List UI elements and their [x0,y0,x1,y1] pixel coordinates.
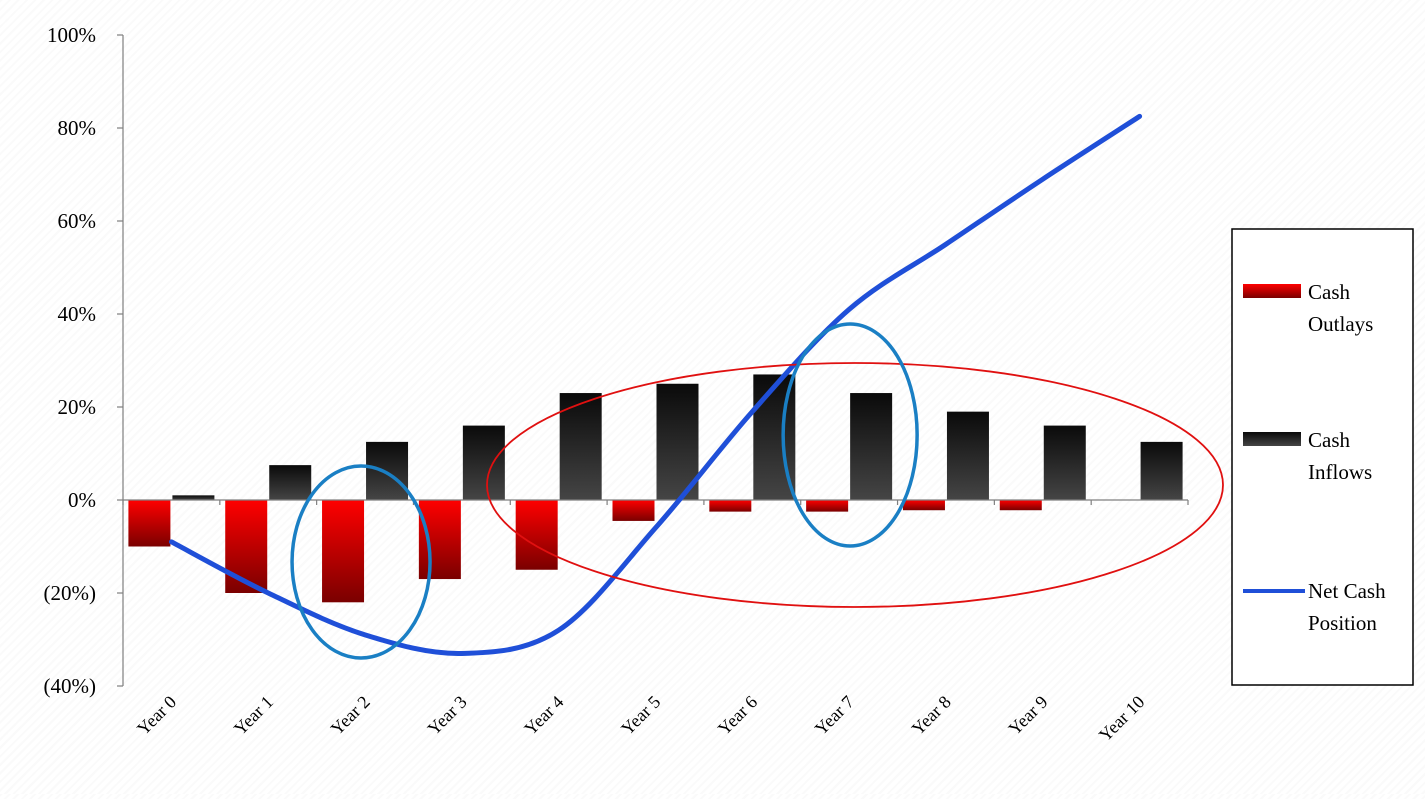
bar-cash-inflows-9 [1043,425,1086,500]
y-tick-label-0: 100% [47,23,96,47]
bar-cash-outlays-7 [806,500,849,512]
x-tick-label-9: Year 9 [1004,692,1051,739]
bar-cash-inflows-10 [1140,441,1183,500]
bar-cash-outlays-0 [128,500,171,547]
y-tick-label-3: 40% [58,302,97,326]
x-tick-label-3: Year 3 [424,692,471,739]
annotation-ellipse-0 [290,464,432,660]
x-tick-label-4: Year 4 [520,692,567,739]
y-tick-label-6: (20%) [44,581,96,605]
bar-cash-inflows-4 [559,393,602,500]
bar-cash-inflows-0 [172,495,215,500]
point-net-cash-position-0 [170,541,172,543]
bars-layer [128,374,1183,603]
legend: Cash Outlays Cash Inflows Net Cash Position [1231,228,1414,686]
legend-label-2-line-1: Net Cash [1308,579,1386,603]
x-tick-label-10: Year 10 [1095,692,1149,746]
x-tick-label-1: Year 1 [230,692,277,739]
legend-label-1-line-1: Cash [1308,428,1351,452]
point-net-cash-position-4 [558,629,560,631]
bar-cash-outlays-2 [322,500,365,603]
bar-cash-inflows-5 [656,383,699,500]
x-tick-label-8: Year 8 [908,692,955,739]
x-tick-label-6: Year 6 [714,692,761,739]
point-net-cash-position-3 [461,652,463,654]
annotation-ellipse-2 [781,322,919,548]
bar-cash-outlays-4 [515,500,558,570]
point-net-cash-position-5 [655,527,656,529]
x-tick-label-5: Year 5 [617,692,664,739]
bar-cash-outlays-9 [999,500,1042,511]
bar-cash-inflows-1 [269,465,312,500]
x-tick-label-7: Year 7 [811,692,858,739]
bar-cash-inflows-3 [462,425,505,500]
point-net-cash-position-6 [751,411,753,413]
bar-cash-outlays-6 [709,500,752,512]
legend-label-1-line-2: Inflows [1308,460,1372,484]
tick-labels-layer: 100% 80% 60% 40% 20% 0% (20%) (40%) Year 0 Year 1… [44,23,1149,745]
y-tick-label-2: 60% [58,209,97,233]
y-tick-label-4: 20% [58,395,97,419]
point-net-cash-position-1 [267,592,269,594]
legend-swatch-cash-outlays [1243,284,1301,298]
axes-layer [117,34,1189,687]
point-net-cash-position-8 [945,243,947,245]
bar-cash-outlays-8 [902,500,945,511]
bar-cash-outlays-3 [418,500,461,580]
point-net-cash-position-10 [1139,115,1141,117]
legend-label-2-line-2: Position [1308,611,1377,635]
line-layer [168,113,1143,656]
bar-cash-outlays-1 [225,500,268,593]
y-tick-label-1: 80% [58,116,97,140]
legend-box [1231,228,1414,686]
series-line-net-cash-position [168,113,1143,656]
bar-cash-outlays-5 [612,500,655,521]
annotation-ellipse-1 [486,362,1224,608]
x-tick-label-0: Year 0 [133,692,180,739]
x-tick-label-2: Year 2 [327,692,374,739]
legend-label-0-line-1: Cash [1308,280,1351,304]
bar-cash-inflows-8 [946,411,989,500]
y-tick-label-7: (40%) [44,674,96,698]
legend-swatch-cash-inflows [1243,432,1301,446]
y-tick-label-5: 0% [68,488,96,512]
point-net-cash-position-2 [364,634,366,636]
point-net-cash-position-9 [1042,178,1044,180]
bar-cash-inflows-2 [366,441,409,500]
point-net-cash-position-7 [848,308,850,310]
legend-label-0-line-2: Outlays [1308,312,1373,336]
annotations-layer [290,322,1224,660]
bar-cash-inflows-7 [850,393,893,500]
